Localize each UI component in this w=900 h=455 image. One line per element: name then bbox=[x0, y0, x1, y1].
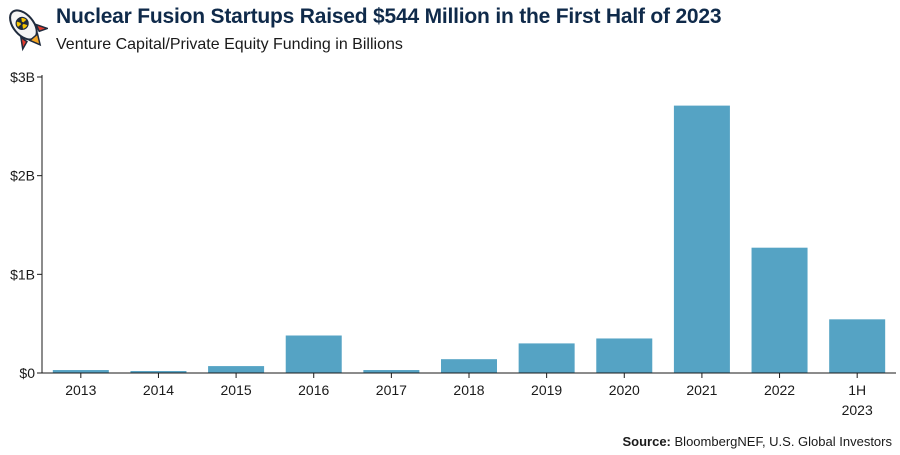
bar-2018 bbox=[441, 359, 497, 373]
x-tick-label: 2015 bbox=[221, 382, 252, 398]
y-tick-label: $0 bbox=[19, 365, 35, 381]
bar-2014 bbox=[130, 371, 187, 373]
bar-2021 bbox=[673, 105, 730, 373]
bar-2017 bbox=[363, 370, 420, 373]
y-tick-label: $2B bbox=[10, 168, 35, 184]
x-tick-label: 2014 bbox=[143, 382, 174, 398]
bar-2016 bbox=[285, 335, 342, 373]
x-tick-label: 2017 bbox=[376, 382, 407, 398]
chart-subtitle: Venture Capital/Private Equity Funding i… bbox=[56, 36, 403, 53]
x-tick-label: 2019 bbox=[531, 382, 562, 398]
y-tick-label: $1B bbox=[10, 266, 35, 282]
bar-2013 bbox=[52, 370, 109, 373]
x-tick-label: 2020 bbox=[609, 382, 640, 398]
bar-2020 bbox=[596, 338, 653, 373]
chart-title: Nuclear Fusion Startups Raised $544 Mill… bbox=[56, 5, 722, 28]
x-tick-label: 2013 bbox=[65, 382, 96, 398]
x-tick-label: 2023 bbox=[842, 402, 873, 418]
rocket-radiation-logo-icon bbox=[9, 9, 48, 52]
source-note: Source: BloombergNEF, U.S. Global Invest… bbox=[622, 434, 892, 449]
y-tick-label: $3B bbox=[10, 69, 35, 85]
x-tick-label: 2022 bbox=[764, 382, 795, 398]
bar-2019 bbox=[518, 343, 575, 373]
source-label: Source: bbox=[622, 434, 671, 449]
bar-2015 bbox=[208, 366, 265, 373]
x-tick-label: 1H bbox=[848, 382, 866, 398]
bar-1h-2023 bbox=[829, 319, 886, 373]
x-tick-label: 2016 bbox=[298, 382, 329, 398]
x-axis: 2013 2014 2015 2016 2017 2018 2019 2020 2021 2022… bbox=[42, 372, 896, 418]
x-tick-label: 2018 bbox=[453, 382, 484, 398]
source-text: BloombergNEF, U.S. Global Investors bbox=[674, 434, 892, 449]
bar-series bbox=[52, 105, 886, 373]
bar-2022 bbox=[751, 247, 808, 373]
y-axis: $0 $1B $2B $3B bbox=[10, 69, 43, 381]
x-tick-label: 2021 bbox=[686, 382, 717, 398]
